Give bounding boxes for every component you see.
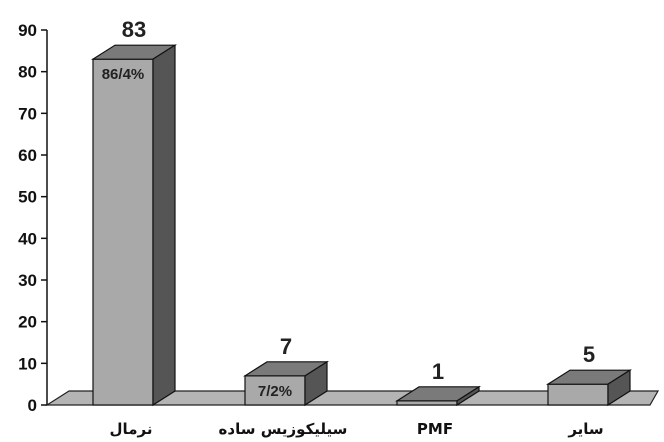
y-tick-label: 30: [18, 271, 37, 290]
bar-value-label: 7: [280, 334, 292, 359]
y-tick-label: 60: [18, 146, 37, 165]
bar-percent-label: 7/2%: [258, 383, 292, 400]
bar-value-label: 83: [122, 17, 146, 42]
category-label: PMF: [417, 420, 453, 438]
y-tick-label: 10: [18, 354, 37, 373]
bar-value-label: 1: [432, 359, 444, 384]
bar-percent-label: 86/4%: [102, 66, 145, 83]
y-tick-label: 0: [28, 396, 37, 415]
bar-3: [394, 385, 482, 407]
bar-side: [607, 369, 631, 407]
bar-value-label: 5: [583, 342, 595, 367]
bar-front: [396, 400, 458, 406]
category-label: سایر: [567, 420, 603, 438]
y-tick-label: 20: [18, 313, 37, 332]
labels: 83 86/4% نرمال 7 7/2% سیلیکوزیس ساده 1 PMF 5 سایر: [102, 17, 604, 438]
y-tick-label: 50: [18, 188, 37, 207]
y-axis: 0 10 20 30 40 50 60 70 80 90: [18, 21, 48, 415]
bars: [90, 44, 633, 407]
category-label: نرمال: [110, 420, 153, 438]
bar-2: [242, 360, 330, 407]
y-tick-label: 40: [18, 229, 37, 248]
y-tick-label: 80: [18, 63, 37, 82]
y-tick-label: 70: [18, 104, 37, 123]
bar-4: [545, 369, 633, 407]
bar-1: [90, 44, 178, 407]
bar-front: [92, 58, 154, 406]
bar-side: [304, 360, 328, 407]
category-label: سیلیکوزیس ساده: [219, 420, 348, 438]
bar-side: [456, 385, 480, 407]
bar-side: [152, 44, 176, 407]
y-tick-label: 90: [18, 21, 37, 40]
bar-front: [547, 383, 609, 406]
